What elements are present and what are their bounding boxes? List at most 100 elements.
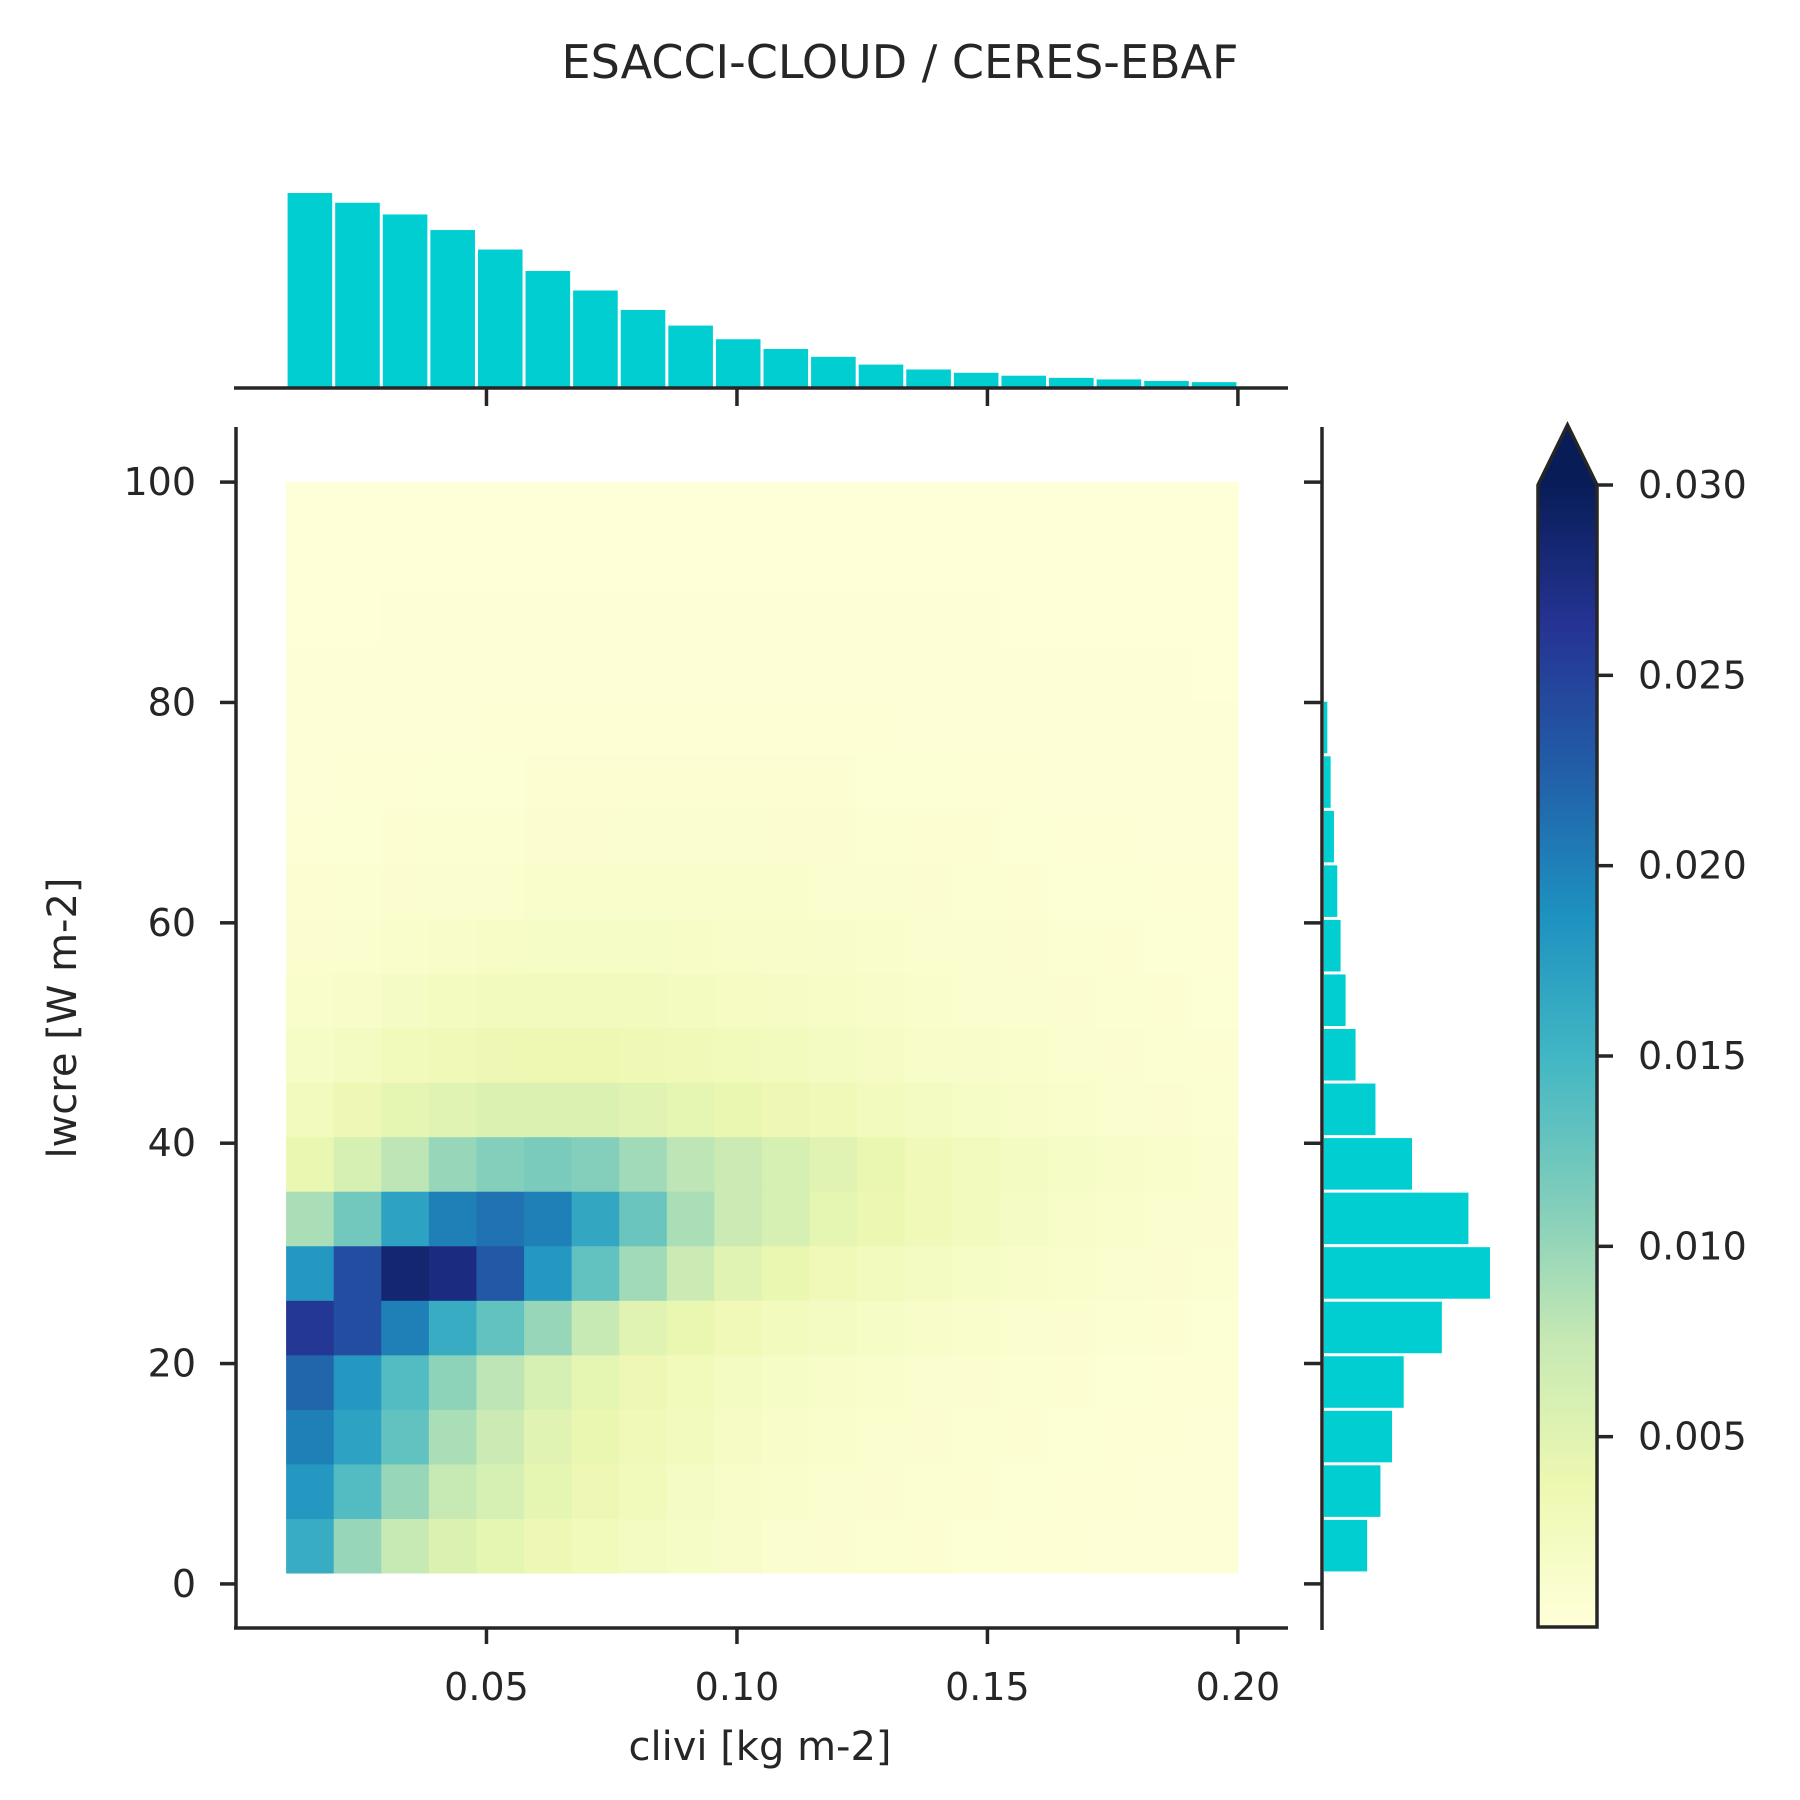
heatmap-cell — [762, 1136, 811, 1192]
heatmap-cell — [619, 918, 668, 974]
heatmap-cell — [857, 1409, 906, 1465]
heatmap-cell — [714, 1136, 763, 1192]
heatmap-cell — [1142, 809, 1191, 865]
heatmap-cell — [952, 1082, 1001, 1138]
heatmap-cell — [1190, 1300, 1239, 1356]
heatmap-cell — [809, 863, 858, 920]
heatmap-cell — [571, 1354, 620, 1410]
heatmap-cell — [1142, 1409, 1191, 1465]
heatmap-cell — [1142, 536, 1191, 592]
heatmap-cell — [333, 1409, 382, 1465]
heatmap-cell — [904, 645, 953, 701]
heatmap-cell — [1047, 1191, 1096, 1247]
heatmap-cell — [286, 918, 335, 974]
heatmap-cell — [619, 1354, 668, 1410]
heatmap-cell — [476, 972, 525, 1029]
heatmap-cell — [762, 1191, 811, 1247]
heatmap-cell — [999, 1136, 1049, 1192]
heatmap-cell — [952, 1191, 1001, 1247]
x-marginal-bar — [858, 364, 904, 388]
heatmap-cell — [381, 700, 430, 756]
heatmap-cell — [952, 918, 1001, 974]
heatmap-cell — [1190, 918, 1239, 974]
heatmap-cell — [428, 1463, 478, 1519]
heatmap-cell — [904, 1409, 953, 1465]
heatmap-cell — [524, 1245, 573, 1301]
x-tick-label: 0.15 — [945, 1665, 1030, 1709]
heatmap-cell — [524, 972, 573, 1029]
heatmap-cell — [619, 1245, 668, 1301]
heatmap-cell — [666, 972, 716, 1029]
heatmap-cell — [476, 591, 525, 647]
heatmap-cell — [999, 482, 1049, 538]
heatmap-cell — [571, 591, 620, 647]
y-marginal-histogram — [1324, 701, 1490, 1572]
heatmap-cell — [333, 700, 382, 756]
heatmap-cell — [714, 1409, 763, 1465]
heatmap-cell — [524, 645, 573, 701]
y-marginal-bar — [1324, 1356, 1404, 1408]
heatmap-cell — [904, 1518, 953, 1574]
y-marginal-bar — [1324, 701, 1328, 754]
heatmap-cell — [714, 1082, 763, 1138]
heatmap-cell — [1190, 1354, 1239, 1410]
heatmap-cell — [1190, 536, 1239, 592]
heatmap-cell — [619, 591, 668, 647]
heatmap-cell — [1142, 645, 1191, 701]
heatmap-cell — [1190, 1191, 1239, 1247]
heatmap-cell — [762, 482, 811, 538]
heatmap-cell — [619, 863, 668, 920]
heatmap-cell — [1190, 809, 1239, 865]
heatmap-cell — [857, 536, 906, 592]
heatmap-cell — [286, 1354, 335, 1410]
heatmap-cell — [381, 1354, 430, 1410]
heatmap-cell — [999, 645, 1049, 701]
heatmap-cell — [381, 591, 430, 647]
heatmap-cell — [857, 918, 906, 974]
heatmap-cell — [1095, 1463, 1144, 1519]
heatmap-cell — [571, 1518, 620, 1574]
heatmap-cell — [762, 700, 811, 756]
y-marginal-bar — [1324, 810, 1334, 863]
heatmap-cell — [333, 1518, 382, 1574]
heatmap-cell — [333, 482, 382, 538]
heatmap-cell — [1142, 863, 1191, 920]
heatmap-cell — [809, 1027, 858, 1083]
heatmap-cell — [524, 700, 573, 756]
heatmap-cell — [857, 1463, 906, 1519]
heatmap-cell — [666, 754, 716, 810]
heatmap-cell — [428, 972, 478, 1029]
heatmap-cell — [762, 1027, 811, 1083]
heatmap-cell — [476, 536, 525, 592]
heatmap-cell — [714, 700, 763, 756]
y-tick-label: 40 — [148, 1121, 196, 1165]
heatmap-cell — [333, 918, 382, 974]
y-marginal-bar — [1324, 1301, 1442, 1354]
heatmap-cell — [619, 645, 668, 701]
heatmap-cell — [476, 754, 525, 810]
heatmap-cell — [524, 1300, 573, 1356]
heatmap-cell — [524, 536, 573, 592]
heatmap-cell — [381, 1245, 430, 1301]
heatmap-cell — [857, 645, 906, 701]
heatmap-cell — [476, 1463, 525, 1519]
heatmap-cell — [952, 1518, 1001, 1574]
heatmap-cell — [428, 863, 478, 920]
heatmap-cell — [381, 482, 430, 538]
heatmap-cell — [476, 1082, 525, 1138]
heatmap-cell — [762, 1300, 811, 1356]
heatmap-cell — [952, 1409, 1001, 1465]
heatmap-cell — [1095, 482, 1144, 538]
heatmap-cell — [904, 863, 953, 920]
heatmap-cell — [524, 754, 573, 810]
heatmap-cell — [857, 700, 906, 756]
heatmap-cell — [381, 918, 430, 974]
colorbar-tick-label: 0.015 — [1638, 1034, 1747, 1078]
heatmap-cell — [1142, 918, 1191, 974]
heatmap-cell — [714, 1245, 763, 1301]
heatmap-cell — [571, 482, 620, 538]
x-marginal-bar — [811, 356, 856, 388]
colorbar-tick-label: 0.005 — [1638, 1415, 1747, 1459]
heatmap-cell — [809, 1518, 858, 1574]
heatmap-cell — [286, 1245, 335, 1301]
